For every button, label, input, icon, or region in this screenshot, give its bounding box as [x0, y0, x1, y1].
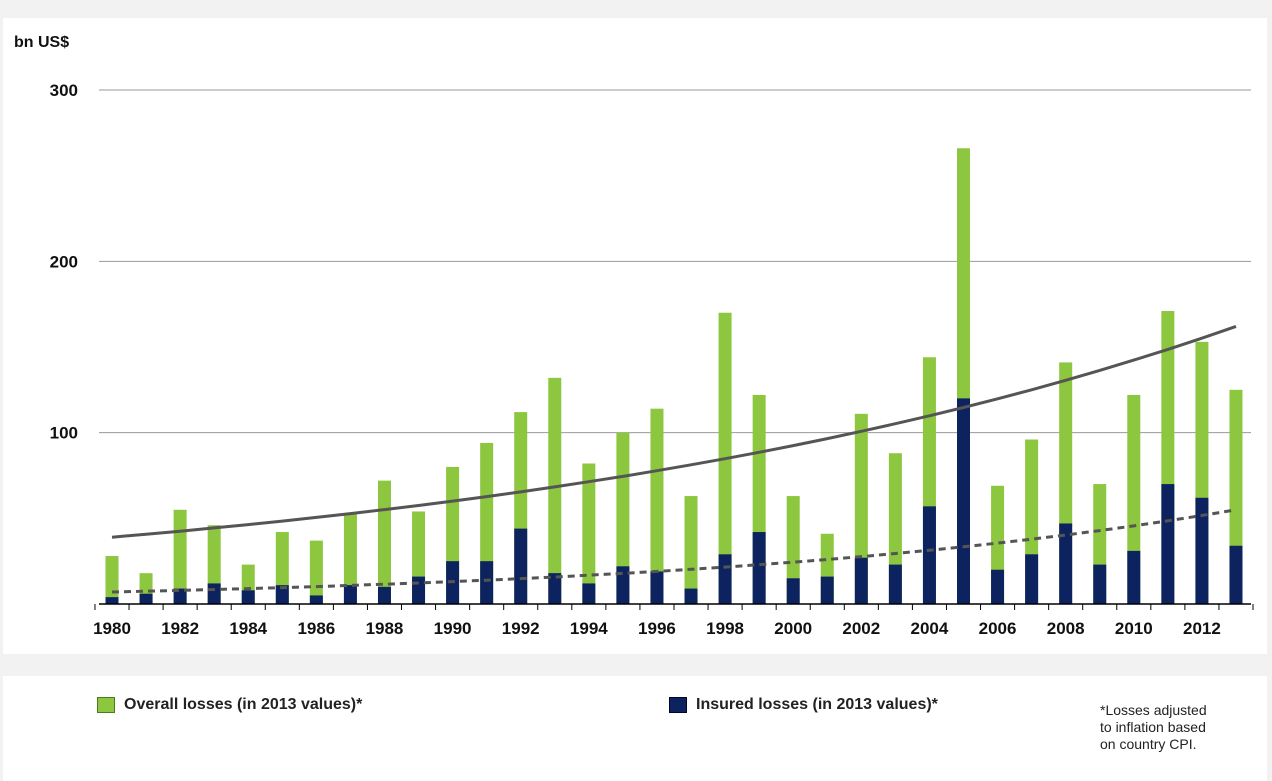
bar-overall-1997 [684, 496, 698, 604]
x-tick-label-1982: 1982 [161, 619, 199, 638]
legend-item-overall: Overall losses (in 2013 values)* [97, 696, 362, 714]
x-tick-label-2004: 2004 [911, 619, 949, 638]
bar-insured-2008 [1059, 523, 1073, 604]
bar-insured-1997 [684, 588, 698, 604]
footnote: *Losses adjusted to inflation based on c… [1100, 702, 1207, 752]
bar-insured-1984 [241, 590, 255, 604]
x-tick-label-2002: 2002 [842, 619, 880, 638]
bar-overall-1993 [548, 377, 562, 604]
chart-panel: bn US$ 100 200 300 1980 1982 1984 1986 1988 1990… [3, 18, 1267, 654]
legend-swatch-overall [97, 697, 115, 713]
bar-insured-2000 [786, 578, 800, 604]
bar-overall-1980 [105, 556, 119, 604]
bar-overall-1994 [582, 463, 596, 604]
bar-insured-1983 [207, 583, 221, 604]
bar-insured-2009 [1093, 564, 1107, 604]
x-tick-label-1992: 1992 [502, 619, 540, 638]
legend-item-insured: Insured losses (in 2013 values)* [669, 696, 938, 714]
trend-line-insured [111, 508, 1237, 594]
bar-insured-1993 [548, 573, 562, 604]
x-tick-label-2012: 2012 [1183, 619, 1221, 638]
loss-chart: 100 200 300 1980 1982 1984 1986 1988 1990 1992 199… [50, 81, 1254, 638]
bar-insured-1988 [377, 586, 391, 604]
bar-insured-1991 [480, 561, 494, 604]
bar-insured-1992 [514, 528, 528, 604]
bar-insured-2013 [1229, 545, 1243, 604]
bar-insured-1980 [105, 597, 119, 604]
bar-insured-1981 [139, 593, 153, 604]
bar-insured-2011 [1161, 484, 1175, 604]
bar-overall-1986 [309, 540, 323, 604]
legend-label-insured: Insured losses (in 2013 values)* [696, 696, 938, 713]
bar-insured-1998 [718, 554, 732, 604]
bar-insured-1989 [412, 576, 426, 604]
x-tick-label-1998: 1998 [706, 619, 744, 638]
x-tick-label-2010: 2010 [1115, 619, 1153, 638]
x-tick-label-1996: 1996 [638, 619, 676, 638]
bar-insured-2001 [820, 576, 834, 604]
bar-insured-1995 [616, 566, 630, 604]
y-tick-label-100: 100 [50, 424, 78, 443]
bar-insured-2007 [1025, 554, 1039, 604]
x-tick-label-1990: 1990 [434, 619, 472, 638]
bar-overall-1996 [650, 408, 664, 604]
legend-panel: Overall losses (in 2013 values)* Insured… [3, 676, 1267, 781]
y-tick-label-200: 200 [50, 252, 78, 271]
bar-insured-2005 [957, 398, 970, 604]
x-tick-label-2000: 2000 [774, 619, 812, 638]
x-tick-label-1994: 1994 [570, 619, 608, 638]
bar-overall-1982 [173, 509, 187, 604]
bar-insured-1986 [309, 595, 323, 604]
bar-overall-2000 [786, 496, 800, 604]
bar-insured-1994 [582, 583, 596, 604]
x-tick-label-2006: 2006 [979, 619, 1017, 638]
trend-line-overall [111, 324, 1237, 539]
legend-swatch-insured [669, 697, 687, 713]
y-axis-unit-label: bn US$ [14, 34, 70, 51]
bar-insured-2006 [991, 569, 1005, 604]
bar-insured-2002 [854, 557, 868, 604]
bar-insured-1985 [275, 585, 289, 604]
bar-insured-2003 [888, 564, 902, 604]
x-tick-label-1988: 1988 [366, 619, 404, 638]
x-tick-label-1984: 1984 [229, 619, 267, 638]
bar-insured-1996 [650, 571, 664, 604]
bar-insured-2012 [1195, 497, 1209, 604]
bar-insured-2010 [1127, 550, 1141, 604]
x-tick-label-1980: 1980 [93, 619, 131, 638]
bar-insured-2004 [922, 506, 936, 604]
x-tick-label-2008: 2008 [1047, 619, 1085, 638]
bar-insured-1982 [173, 588, 187, 604]
y-tick-label-300: 300 [50, 81, 78, 100]
x-tick-label-1986: 1986 [297, 619, 335, 638]
legend-label-overall: Overall losses (in 2013 values)* [124, 696, 363, 713]
bar-insured-1999 [752, 532, 766, 604]
bar-insured-1987 [343, 585, 357, 604]
bar-overall-1987 [343, 513, 357, 604]
